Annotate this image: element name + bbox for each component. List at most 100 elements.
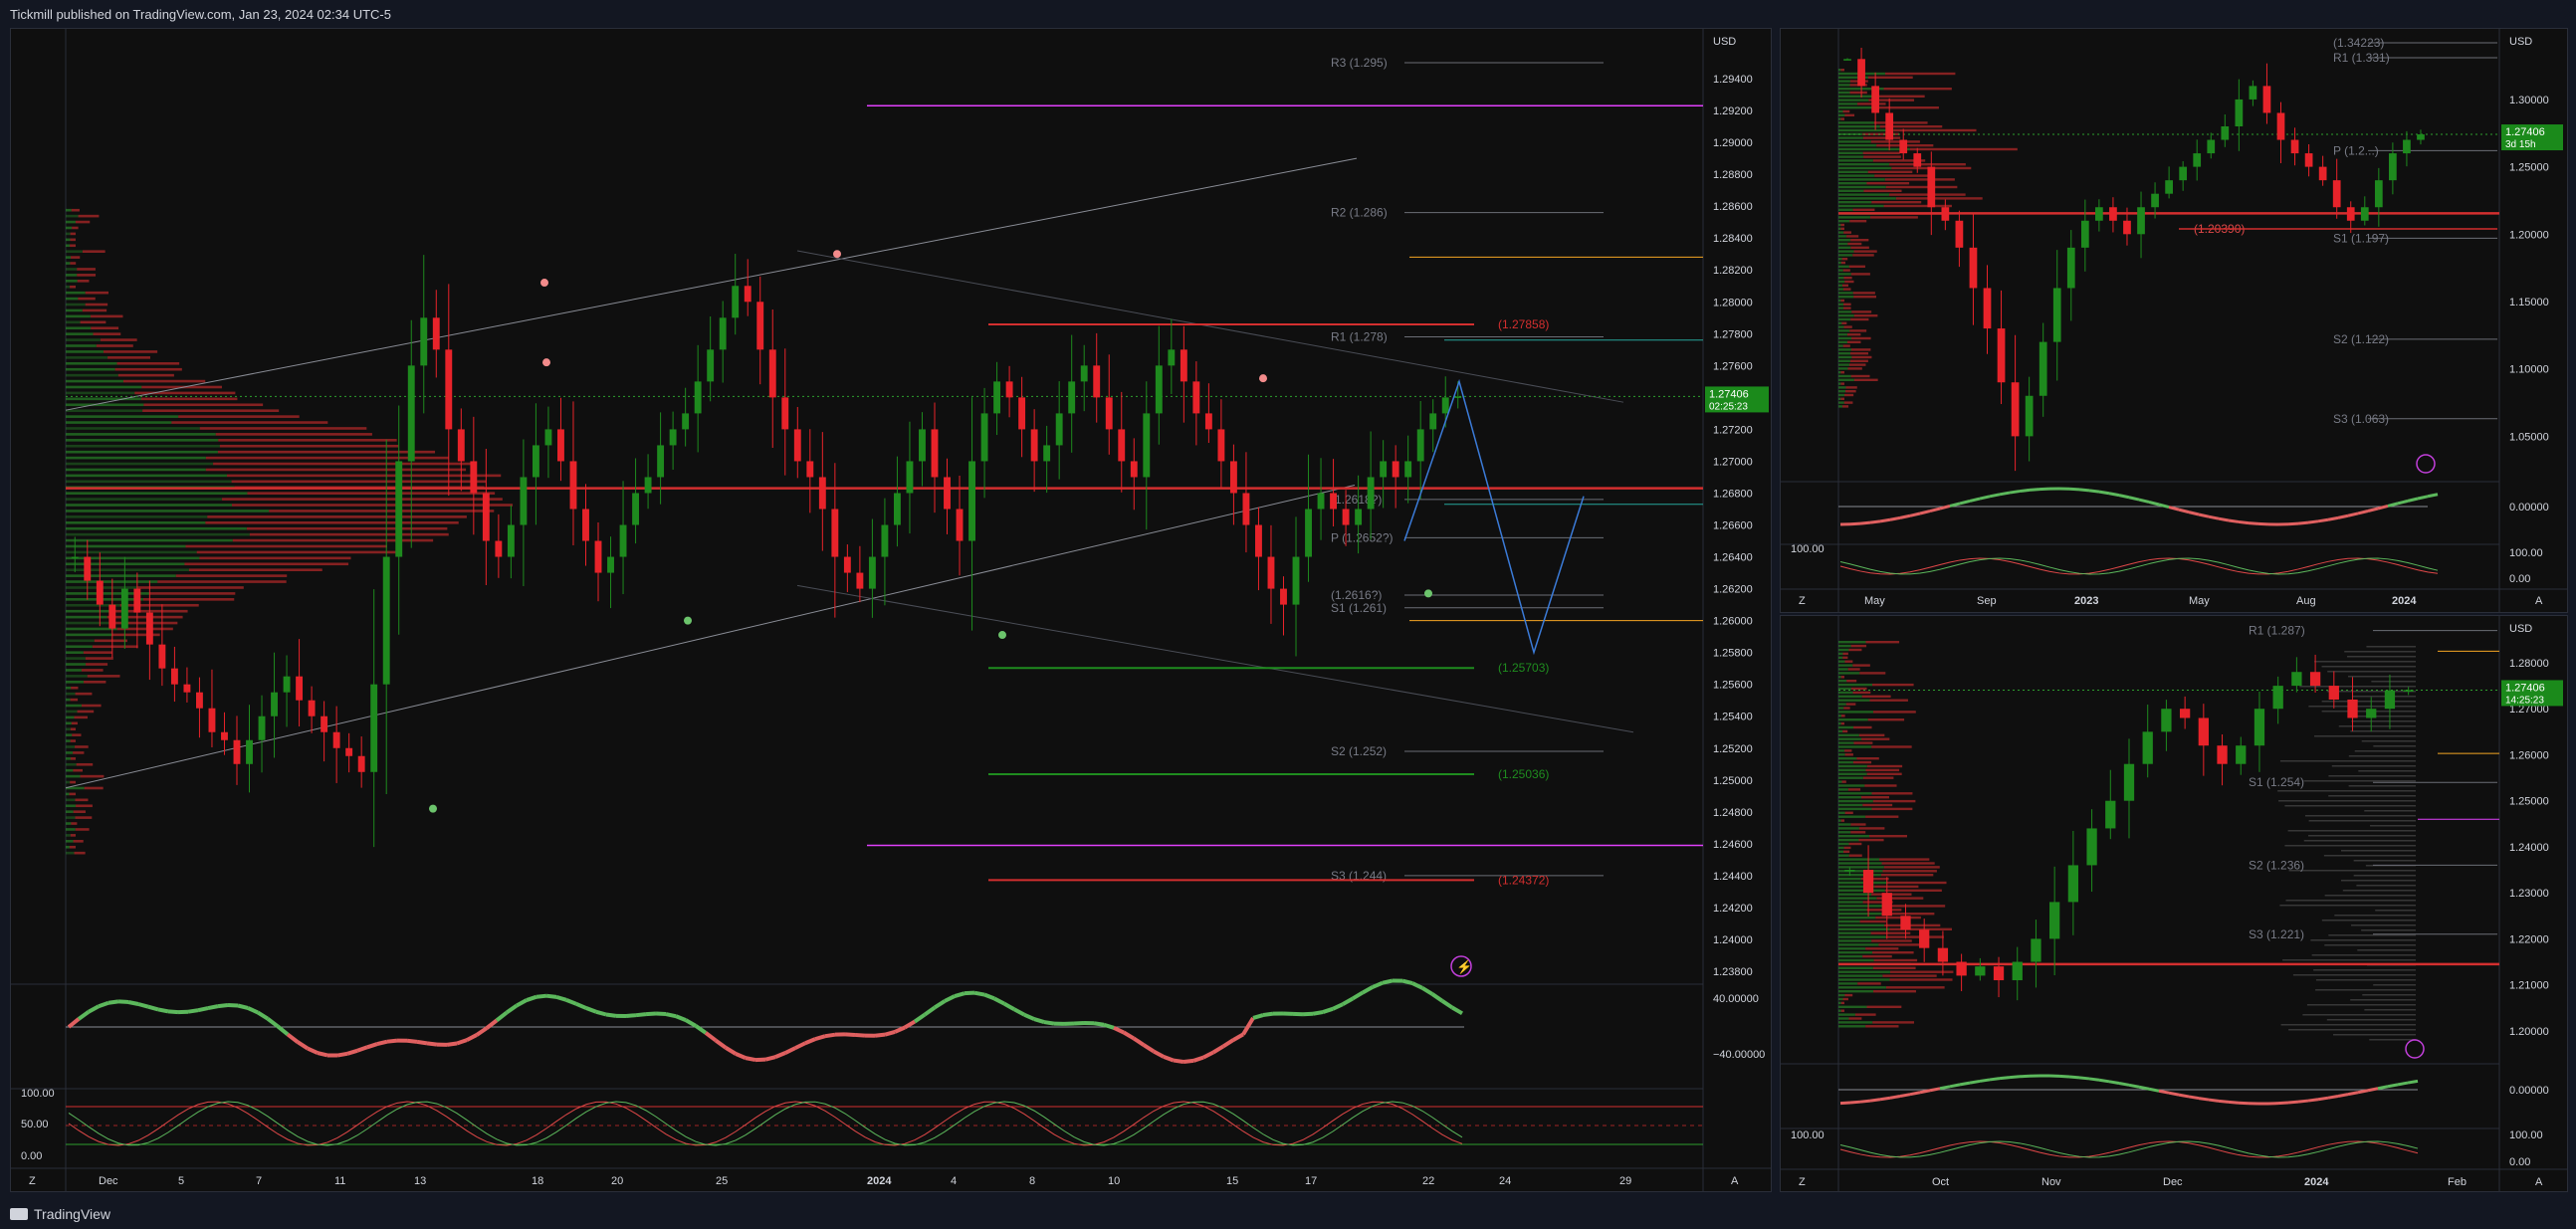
main-chart-svg[interactable]: USD 1.29400 1.29200 1.29000 1.28800 1.28600 1.… [11,29,1771,1191]
osc1-segment [256,1010,270,1021]
volume-profile-bar [77,268,96,271]
osc1-segment [1142,1043,1156,1054]
osc1-segment [585,1006,597,1014]
volume-profile-bar [218,439,397,442]
volume-profile-bar [66,214,79,218]
bottom-right-chart-panel[interactable]: USD 1.28000 1.27000 1.26000 1.25000 1.24000 1.… [1780,615,2568,1192]
tr-candle [2165,180,2173,194]
osc2-tick: 50.00 [21,1119,49,1130]
tr-osc1-segment [2228,518,2240,523]
top-right-chart-svg[interactable]: USD 1.30000 1.25000 1.20000 1.15000 1.10000 1.… [1781,29,2567,612]
main-price-tick: 1.28000 [1713,297,1753,308]
tr-candle [2374,180,2383,208]
br-candle [2384,690,2396,710]
bottom-right-chart-svg[interactable]: USD 1.28000 1.27000 1.26000 1.25000 1.24000 1.… [1781,616,2567,1191]
corner-z: Z [29,1175,36,1187]
volume-profile-bar [70,698,79,702]
br-volume-bar [1838,1021,1873,1024]
main-candle [1143,413,1151,478]
tradingview-logo[interactable]: TradingView [10,1206,110,1222]
tr-volume-bar [1843,307,1851,309]
main-price-tick: 1.26000 [1713,616,1753,628]
volume-profile-bar [66,627,117,631]
br-osc1-segment [2058,1074,2070,1079]
br-volume-bar [1838,970,1890,973]
tr-candle [1899,139,1908,154]
tr-volume-bar [1838,397,1841,400]
main-candle [1355,509,1363,525]
br-pivot-label: S3 (1.221) [2249,927,2304,941]
br-volume-bar [1840,1009,1844,1012]
osc1-segment [605,1012,617,1018]
br-volume-bar [1838,905,1887,908]
main-candle [1441,397,1449,414]
tr-volume-bar [1850,374,1870,378]
br-osc1-segment [2228,1100,2240,1105]
tr-volume-bar [1843,277,1852,280]
volume-profile-bar [66,845,70,849]
volume-profile-bar [178,415,300,418]
volume-profile-bar [66,739,71,742]
main-chart-panel[interactable]: USD 1.29400 1.29200 1.29000 1.28800 1.28600 1.… [10,28,1772,1192]
tr-volume-bar [1838,76,1868,79]
br-candle [1900,916,1911,930]
volume-profile-bar [247,492,496,495]
trendline-descending-1 [796,250,1624,403]
volume-profile-bar [66,385,142,389]
tr-volume-bar [1845,390,1856,393]
osc1-segment [745,1056,756,1063]
volume-profile-bar [249,532,449,536]
tr-volume-bar [1838,204,1884,208]
br-volume-bar [1848,842,1862,846]
tr-osc1-segment [2297,520,2309,525]
br-volume-bar [1838,819,1841,822]
br-osc1-segment [2198,1097,2210,1102]
br-volume-bar [1838,784,1865,787]
tr-candle [1871,86,1879,113]
tr-volume-bar [1838,220,1850,223]
br-volume-bar [1852,760,1872,764]
main-candle [719,317,727,350]
br-osc1-segment [2068,1075,2080,1080]
tr-volume-bar [1838,250,1854,253]
br-volume-bar [1842,656,1848,659]
top-right-chart-panel[interactable]: USD 1.30000 1.25000 1.20000 1.15000 1.10000 1.… [1780,28,2568,613]
tr-candle [2417,134,2425,140]
br-session-volume-bar [2311,954,2416,956]
tr-last-price-box [2501,124,2563,151]
osc2-tick: 100.00 [21,1088,55,1100]
volume-profile-bar [76,762,94,766]
br-volume-bar [1847,668,1860,671]
osc1-segment [505,1003,519,1015]
osc1-segment [1163,1055,1175,1063]
level-label: (1.25703) [1498,661,1549,675]
osc1-segment [774,1051,786,1059]
main-candle [707,349,715,382]
br-volume-bar [1838,982,1858,985]
tr-volume-bar [1840,69,1844,72]
tr-volume-bar [1838,329,1850,332]
br-session-volume-bar [2344,651,2416,653]
tr-volume-bar [1838,374,1851,378]
tr-volume-bar [1840,117,1844,120]
tr-volume-bar [1838,299,1841,303]
main-candle [208,708,216,732]
br-candle [2012,961,2023,981]
br-volume-bar [1838,827,1859,830]
main-candle [557,429,564,462]
tr-volume-bar [1862,136,1901,139]
br-volume-bar [1838,838,1859,842]
br-price-tick: 1.24000 [2509,842,2549,854]
main-candle [1305,509,1312,557]
osc1-segment [1362,985,1374,995]
main-candle [1292,556,1300,605]
tr-candle [2276,112,2285,140]
br-volume-bar [1838,772,1867,775]
pivot-label: P (1.2652?) [1331,530,1394,544]
tr-volume-bar [1863,189,1902,192]
br-volume-bar [1838,889,1885,892]
tr-price-tick: 1.30000 [2509,95,2549,106]
tr-osc2-d [1839,557,2439,575]
volume-profile-bar [66,840,74,843]
br-volume-bar [1838,729,1843,733]
